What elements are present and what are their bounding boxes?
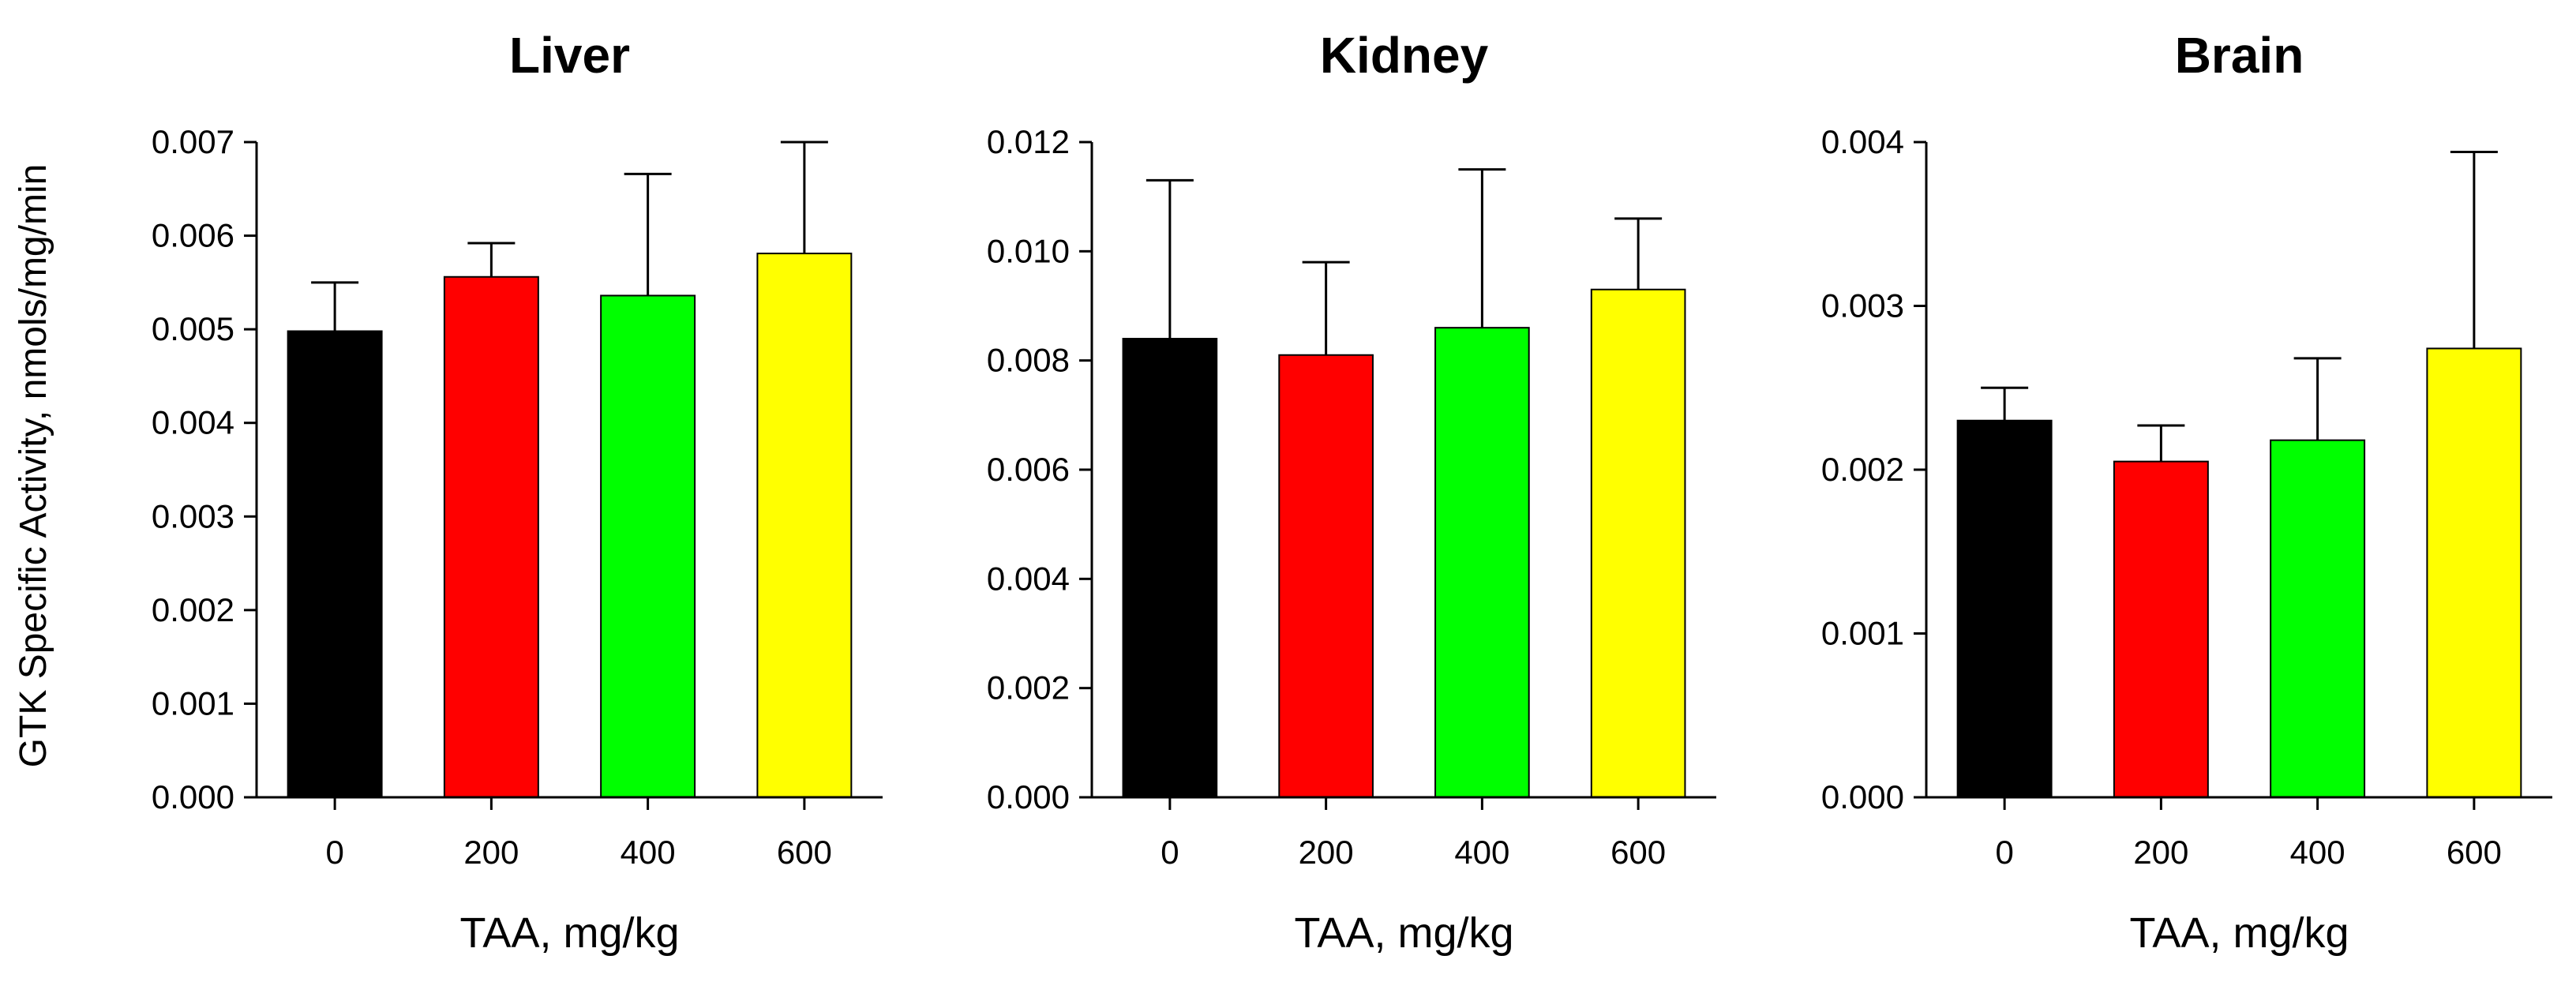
bar-400 — [1434, 327, 1530, 798]
y-tick-label: 0.005 — [152, 310, 234, 347]
bar-400 — [600, 294, 696, 798]
x-tick-label: 200 — [463, 834, 519, 871]
x-tick-label: 600 — [1610, 834, 1666, 871]
bar-400 — [2270, 439, 2366, 799]
panel-title: Kidney — [1320, 27, 1489, 84]
x-tick-label: 200 — [1299, 834, 1354, 871]
y-tick-label: 0.003 — [152, 497, 234, 534]
bar-600 — [1590, 288, 1686, 798]
x-tick-label: 600 — [2447, 834, 2502, 871]
y-tick-label: 0.000 — [987, 778, 1070, 815]
y-tick-label: 0.002 — [152, 591, 234, 628]
y-tick-label: 0.004 — [987, 560, 1070, 597]
y-tick-label: 0.002 — [987, 669, 1070, 707]
x-tick-label: 400 — [621, 834, 676, 871]
y-tick-label: 0.008 — [987, 342, 1070, 379]
bar-200 — [443, 275, 539, 798]
panel-kidney: Kidney 0.000 0.002 0.004 0.006 0.008 0.010 0.01… — [987, 27, 1716, 957]
y-tick-label: 0.002 — [1821, 451, 1904, 488]
bar-200 — [2113, 460, 2209, 798]
y-tick-label: 0.006 — [152, 217, 234, 254]
panel-title: Brain — [2175, 27, 2304, 84]
y-tick-label: 0.000 — [1821, 778, 1904, 815]
y-tick-label: 0.000 — [152, 778, 234, 815]
x-tick-label: 0 — [1995, 834, 2013, 871]
y-axis-label: GTK Specific Activity, nmols/mg/min — [13, 164, 54, 768]
panel-brain: Brain 0.000 0.001 0.002 0.003 0.004 0 200 400 600… — [1821, 27, 2552, 957]
x-tick-label: 400 — [1454, 834, 1509, 871]
x-axis-label: TAA, mg/kg — [2129, 909, 2349, 957]
y-tick-label: 0.007 — [152, 123, 234, 160]
y-tick-label: 0.004 — [152, 404, 234, 441]
y-tick-label: 0.012 — [987, 123, 1070, 160]
bar-200 — [1278, 354, 1374, 798]
bar-600 — [2426, 347, 2522, 798]
bar-0 — [287, 330, 383, 798]
y-tick-label: 0.004 — [1821, 123, 1904, 160]
x-tick-label: 0 — [325, 834, 343, 871]
x-axis-label: TAA, mg/kg — [1294, 909, 1513, 957]
bar-0 — [1122, 338, 1218, 798]
x-tick-label: 0 — [1161, 834, 1179, 871]
y-tick-label: 0.010 — [987, 232, 1070, 269]
y-tick-label: 0.001 — [152, 684, 234, 722]
panel-liver: Liver 0.000 0.001 0.002 0.003 0.004 0.005 0.006… — [152, 27, 883, 957]
y-tick-label: 0.003 — [1821, 287, 1904, 324]
x-axis-label: TAA, mg/kg — [459, 909, 679, 957]
x-tick-label: 600 — [777, 834, 832, 871]
bar-0 — [1956, 419, 2053, 798]
bar-600 — [756, 253, 853, 799]
y-tick-label: 0.006 — [987, 451, 1070, 488]
x-tick-label: 400 — [2290, 834, 2345, 871]
x-tick-label: 200 — [2133, 834, 2188, 871]
panel-title: Liver — [509, 27, 630, 84]
y-tick-label: 0.001 — [1821, 615, 1904, 652]
